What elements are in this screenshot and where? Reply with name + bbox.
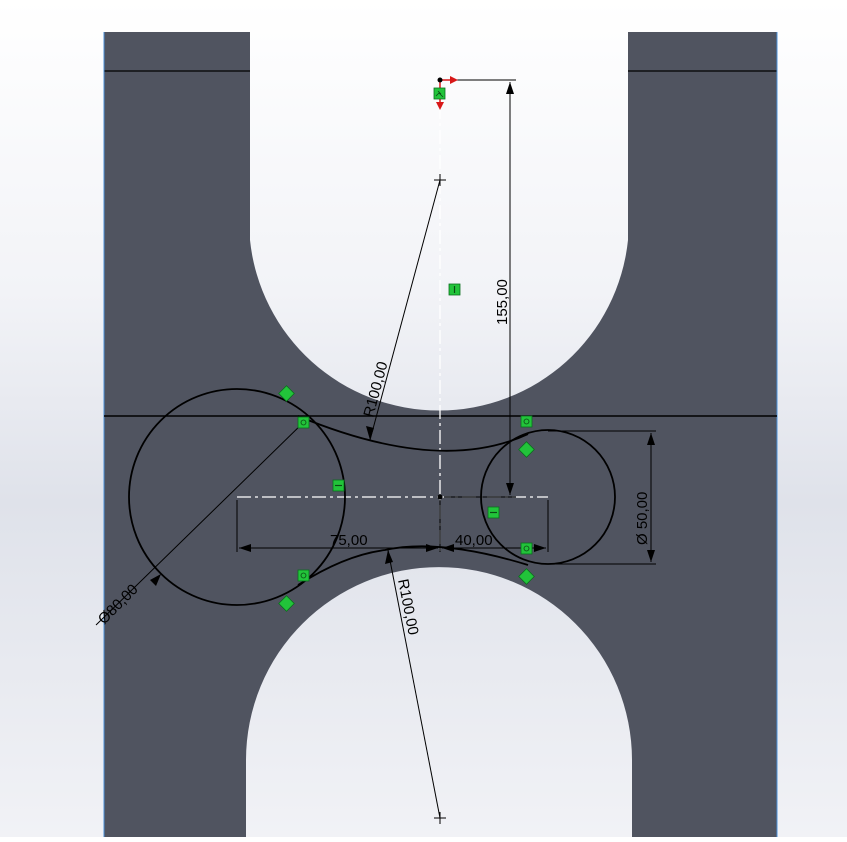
sketch-circle-large[interactable] [128, 388, 346, 606]
dim-r-upper-leader [369, 179, 441, 441]
dim-155-arrow-bottom [506, 483, 514, 495]
dim-left-offset[interactable]: 75,00 [330, 532, 368, 549]
dim-75-arrow-right [426, 544, 438, 552]
dim-50-arrow-top [647, 433, 655, 445]
dim-50-arrow-bottom [647, 550, 655, 562]
tangent-icon[interactable] [520, 415, 533, 428]
tangent-icon[interactable] [278, 595, 295, 612]
dim-dia-small[interactable]: Ø 50,00 [634, 492, 651, 545]
dim-height[interactable]: 155,00 [494, 279, 511, 325]
tangent-icon[interactable] [278, 385, 295, 402]
coincident-icon[interactable] [433, 87, 446, 100]
dim-40-arrow-left [442, 544, 454, 552]
dim-right-offset[interactable]: 40,00 [455, 532, 493, 549]
dim-80-leader [95, 419, 307, 626]
dim-40-arrow-right [534, 544, 546, 552]
dim-r-lower[interactable]: R100,00 [394, 578, 422, 637]
dim-75-arrow-left [239, 544, 251, 552]
dim-r-lower-leader [387, 549, 441, 819]
dim-r-lower-arrow [385, 550, 393, 564]
horizontal-icon[interactable] [332, 479, 345, 492]
tangent-icon[interactable] [518, 568, 535, 585]
center-point[interactable] [437, 494, 443, 500]
tangent-icon[interactable] [518, 441, 535, 458]
tangent-icon[interactable] [520, 542, 533, 555]
tangent-icon[interactable] [297, 416, 310, 429]
dim-155-arrow-top [506, 82, 514, 94]
vertical-icon[interactable] [448, 283, 461, 296]
upper-tangent-arc[interactable] [297, 415, 529, 452]
horizontal-icon[interactable] [487, 506, 500, 519]
dim-80-arrow [150, 574, 161, 586]
sketch-origin-icon[interactable] [436, 76, 458, 110]
tangent-icon[interactable] [297, 569, 310, 582]
lower-tangent-arc[interactable] [297, 545, 529, 586]
dim-r-upper-arrow [366, 426, 374, 440]
